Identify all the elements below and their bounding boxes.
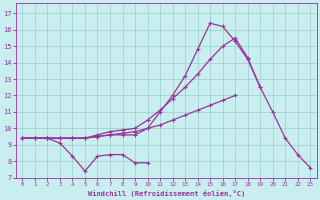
X-axis label: Windchill (Refroidissement éolien,°C): Windchill (Refroidissement éolien,°C) [88,190,245,197]
